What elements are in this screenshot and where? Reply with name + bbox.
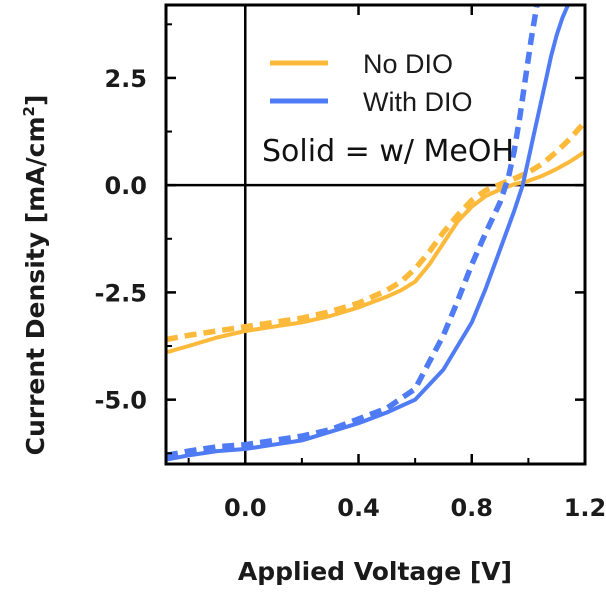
tick-labels-layer: 0.0 0.4 0.8 1.2 2.5 0.0 -2.5 -5.0 bbox=[95, 65, 606, 522]
x-axis-title: Applied Voltage [V] bbox=[238, 557, 512, 586]
legend-label-with-dio: With DIO bbox=[363, 87, 473, 117]
y-axis-title-close: ] bbox=[21, 95, 50, 106]
y-axis-title-superscript: 2 bbox=[20, 106, 38, 116]
x-tick-label: 0.8 bbox=[450, 494, 493, 522]
series-line-with-dio-solid bbox=[166, 5, 570, 462]
y-tick-label: 2.5 bbox=[104, 65, 147, 93]
annotation-solid-meoh: Solid = w/ MeOH bbox=[262, 134, 514, 169]
series-line-with-dio-dashed bbox=[166, 5, 540, 459]
y-axis-title-main: Current Density [mA/cm bbox=[21, 116, 50, 455]
y-tick-label: 0.0 bbox=[104, 172, 147, 200]
plot-frame bbox=[164, 3, 587, 466]
series-line-no-dio-dashed bbox=[166, 119, 585, 343]
y-axis-title: Current Density [mA/cm2] bbox=[20, 95, 50, 456]
x-tick-label: 0.0 bbox=[224, 494, 267, 522]
series-layer bbox=[166, 5, 585, 462]
legend: No DIO With DIO bbox=[270, 49, 473, 117]
y-tick-label: -5.0 bbox=[95, 387, 147, 415]
series-line-no-dio-solid bbox=[166, 150, 585, 355]
y-tick-label: -2.5 bbox=[95, 279, 147, 307]
x-tick-label: 0.4 bbox=[337, 494, 380, 522]
ticks-layer bbox=[166, 5, 587, 464]
x-tick-label: 1.2 bbox=[564, 494, 606, 522]
legend-label-no-dio: No DIO bbox=[363, 49, 453, 79]
